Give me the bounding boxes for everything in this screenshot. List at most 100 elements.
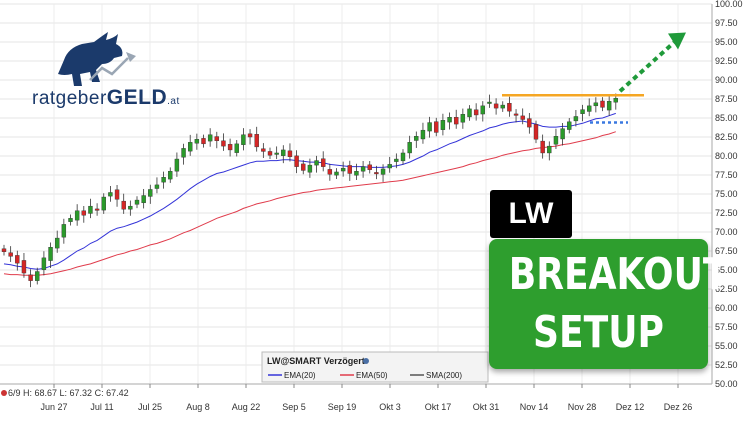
- x-tick-label: Dez 12: [616, 402, 645, 412]
- x-tick-label: Aug 22: [232, 402, 261, 412]
- candle-body: [580, 109, 585, 114]
- close-icon[interactable]: [1, 390, 7, 396]
- candle-body: [347, 165, 352, 174]
- x-tick-label: Okt 31: [473, 402, 500, 412]
- candle-body: [168, 170, 173, 180]
- candle-body: [600, 100, 605, 108]
- candle-body: [154, 184, 160, 189]
- candle-body: [547, 145, 552, 154]
- candle-body: [207, 134, 213, 142]
- candle-body: [61, 224, 67, 238]
- candle-body: [593, 102, 599, 107]
- logo-wordmark: ratgeberGELD.at: [32, 86, 180, 110]
- y-tick-label: 55.00: [715, 341, 738, 351]
- candle-body: [74, 210, 80, 221]
- candle-body: [427, 122, 432, 132]
- candle-body: [440, 120, 446, 130]
- y-tick-label: 85.00: [715, 113, 738, 123]
- candle-body: [287, 150, 293, 157]
- candle-body: [15, 255, 20, 264]
- series-line-ema50: [3, 131, 616, 276]
- candle-body: [414, 136, 419, 141]
- y-tick-label: 95.00: [715, 37, 738, 47]
- candle-body: [108, 192, 113, 197]
- candle-body: [128, 205, 133, 210]
- candle-body: [553, 136, 559, 145]
- candle-body: [434, 121, 439, 133]
- candle-body: [520, 115, 525, 120]
- badge-line-2: SETUP: [533, 307, 664, 358]
- candle-body: [101, 196, 106, 211]
- candle-body: [28, 274, 33, 281]
- x-tick-label: Aug 8: [186, 402, 210, 412]
- candle-body: [387, 164, 392, 169]
- candle-body: [41, 257, 47, 270]
- candle-body: [81, 210, 87, 216]
- legend-ema50: EMA(50): [356, 371, 388, 380]
- candle-body: [327, 169, 333, 175]
- candle-body: [314, 160, 319, 166]
- candle-body: [560, 128, 565, 140]
- candle-body: [334, 171, 339, 176]
- candle-body: [174, 158, 180, 172]
- x-tick-label: Sep 19: [328, 402, 357, 412]
- candle-body: [407, 142, 412, 154]
- candle-body: [606, 101, 612, 111]
- candle-body: [360, 166, 366, 172]
- candle-body: [513, 113, 519, 116]
- x-axis: Jun 27 Jul 11 Jul 25 Aug 8 Aug 22 Sep 5 Sep 19…: [0, 383, 712, 412]
- candle-body: [493, 103, 499, 109]
- y-tick-label: 65.00: [715, 265, 738, 275]
- candle-body: [114, 189, 120, 200]
- candle-body: [374, 172, 379, 175]
- candle-body: [573, 116, 579, 122]
- candle-body: [567, 121, 572, 130]
- legend-title: LW@SMART Verzögert: [267, 356, 365, 366]
- candle-body: [394, 158, 399, 162]
- candle-body: [134, 199, 140, 205]
- x-tick-label: Okt 17: [425, 402, 452, 412]
- candle-body: [261, 148, 266, 152]
- logo-text-bold: GELD: [106, 86, 168, 109]
- candle-body: [367, 164, 372, 170]
- ticker-badge: LW: [490, 190, 572, 238]
- candle-body: [181, 148, 186, 158]
- info-icon[interactable]: [363, 358, 369, 364]
- candle-body: [94, 208, 100, 211]
- candle-body: [55, 237, 60, 249]
- candle-body: [533, 124, 539, 140]
- y-tick-label: 60.00: [715, 303, 738, 313]
- candle-body: [480, 105, 485, 115]
- breakout-levels: [502, 32, 686, 124]
- indicator-legend: LW@SMART Verzögert EMA(20) EMA(50) SMA(2…: [261, 351, 489, 383]
- candle-body: [487, 101, 492, 104]
- y-tick-label: 50.00: [715, 379, 738, 389]
- y-tick-label: 72.50: [715, 208, 738, 218]
- candle-body: [227, 144, 233, 151]
- candle-body: [8, 252, 13, 257]
- candle-body: [301, 163, 306, 171]
- candle-body: [187, 142, 193, 152]
- badge-line-1: BREAKOUT: [508, 249, 728, 300]
- candle-body: [241, 134, 246, 145]
- candle-body: [321, 158, 326, 167]
- candle-body: [148, 189, 153, 197]
- candle-body: [527, 118, 532, 128]
- legend-ema20: EMA(20): [284, 371, 316, 380]
- x-tick-label: Dez 26: [664, 402, 693, 412]
- x-tick-label: Jul 25: [138, 402, 162, 412]
- legend-sma200: SMA(200): [426, 371, 462, 380]
- candlesticks: [1, 93, 618, 288]
- candle-body: [354, 170, 359, 176]
- candle-body: [507, 103, 512, 112]
- candle-body: [247, 133, 253, 138]
- candle-body: [400, 152, 406, 162]
- candle-body: [613, 98, 618, 103]
- candle-body: [194, 139, 200, 144]
- candle-body: [221, 140, 226, 147]
- breakout-arrow-line: [618, 40, 676, 93]
- candle-body: [454, 117, 459, 125]
- candle-body: [473, 109, 479, 116]
- x-tick-label: Nov 14: [520, 402, 549, 412]
